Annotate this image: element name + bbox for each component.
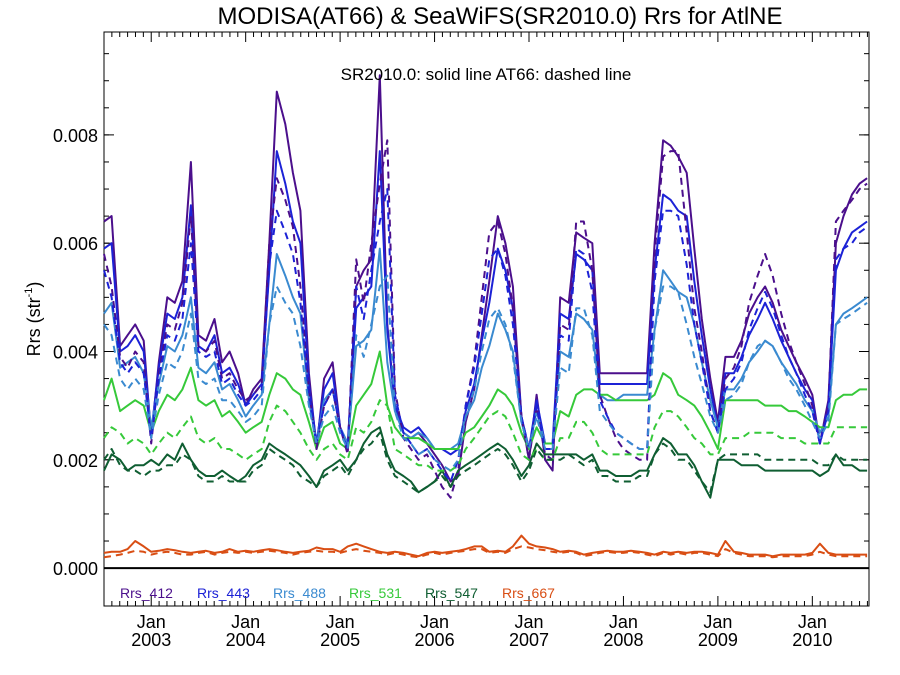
- legend-entry-rrs-531: Rrs_531: [349, 585, 402, 601]
- x-tick-year: 2005: [320, 630, 360, 650]
- y-tick-label: 0.006: [53, 234, 98, 254]
- x-tick-year: 2003: [131, 630, 171, 650]
- series-line-rrs-531-solid: [103, 350, 868, 450]
- y-axis-title-main: Rrs (str: [24, 297, 44, 356]
- x-tick-month: Jan: [326, 612, 355, 632]
- x-tick-month: Jan: [514, 612, 543, 632]
- x-tick-labels: Jan2003Jan2004Jan2005Jan2006Jan2007Jan20…: [131, 612, 832, 650]
- x-tick-year: 2008: [603, 630, 643, 650]
- series-line-rrs-667-dashed: [103, 545, 868, 559]
- x-tick-month: Jan: [703, 612, 732, 632]
- series-line-rrs-412-dashed: [103, 139, 868, 499]
- y-axis-title-superscript: -1: [23, 288, 35, 298]
- legend-entry-rrs-667: Rrs_667: [502, 585, 555, 601]
- series-line-rrs-547-solid: [103, 426, 868, 499]
- x-tick-month: Jan: [420, 612, 449, 632]
- y-axis-title-close: ): [24, 282, 44, 288]
- y-tick-label: 0.002: [53, 451, 98, 471]
- legend-entry-rrs-547: Rrs_547: [425, 585, 478, 601]
- y-tick-label: 0.004: [53, 342, 98, 362]
- series-line-rrs-488-dashed: [103, 274, 868, 472]
- x-tick-month: Jan: [231, 612, 260, 632]
- chart-annotation: SR2010.0: solid line AT66: dashed line: [341, 65, 632, 84]
- svg-text:Rrs (str-1): Rrs (str-1): [23, 282, 44, 357]
- plot-frame: [103, 31, 870, 607]
- legend-entry-rrs-488: Rrs_488: [273, 585, 326, 601]
- y-tick-label: 0.000: [53, 559, 98, 579]
- x-tick-year: 2010: [792, 630, 832, 650]
- x-tick-month: Jan: [609, 612, 638, 632]
- series-layer: [103, 74, 869, 570]
- series-line-rrs-667-solid: [103, 534, 868, 558]
- x-tick-year: 2006: [415, 630, 455, 650]
- x-tick-year: 2004: [226, 630, 266, 650]
- series-line-rrs-443-solid: [103, 150, 868, 456]
- y-tick-label: 0.008: [53, 126, 98, 146]
- legend-entry-rrs-412: Rrs_412: [120, 585, 173, 601]
- x-tick-year: 2009: [698, 630, 738, 650]
- series-line-rrs-412-solid: [103, 74, 868, 483]
- y-tick-labels: 0.000 0.002 0.004 0.006 0.008: [53, 126, 98, 579]
- x-tick-year: 2007: [509, 630, 549, 650]
- series-line-rrs-531-dashed: [103, 399, 868, 472]
- legend: Rrs_412 Rrs_443 Rrs_488 Rrs_531 Rrs_547 Rrs_6…: [120, 585, 555, 601]
- legend-entry-rrs-443: Rrs_443: [197, 585, 250, 601]
- x-tick-month: Jan: [798, 612, 827, 632]
- chart-title: MODISA(AT66) & SeaWiFS(SR2010.0) Rrs for…: [217, 3, 782, 30]
- x-tick-month: Jan: [137, 612, 166, 632]
- series-line-rrs-488-solid: [103, 247, 868, 450]
- series-line-rrs-443-dashed: [103, 188, 868, 483]
- y-axis-title: Rrs (str-1): [23, 282, 44, 357]
- series-line-rrs-547-dashed: [103, 431, 868, 494]
